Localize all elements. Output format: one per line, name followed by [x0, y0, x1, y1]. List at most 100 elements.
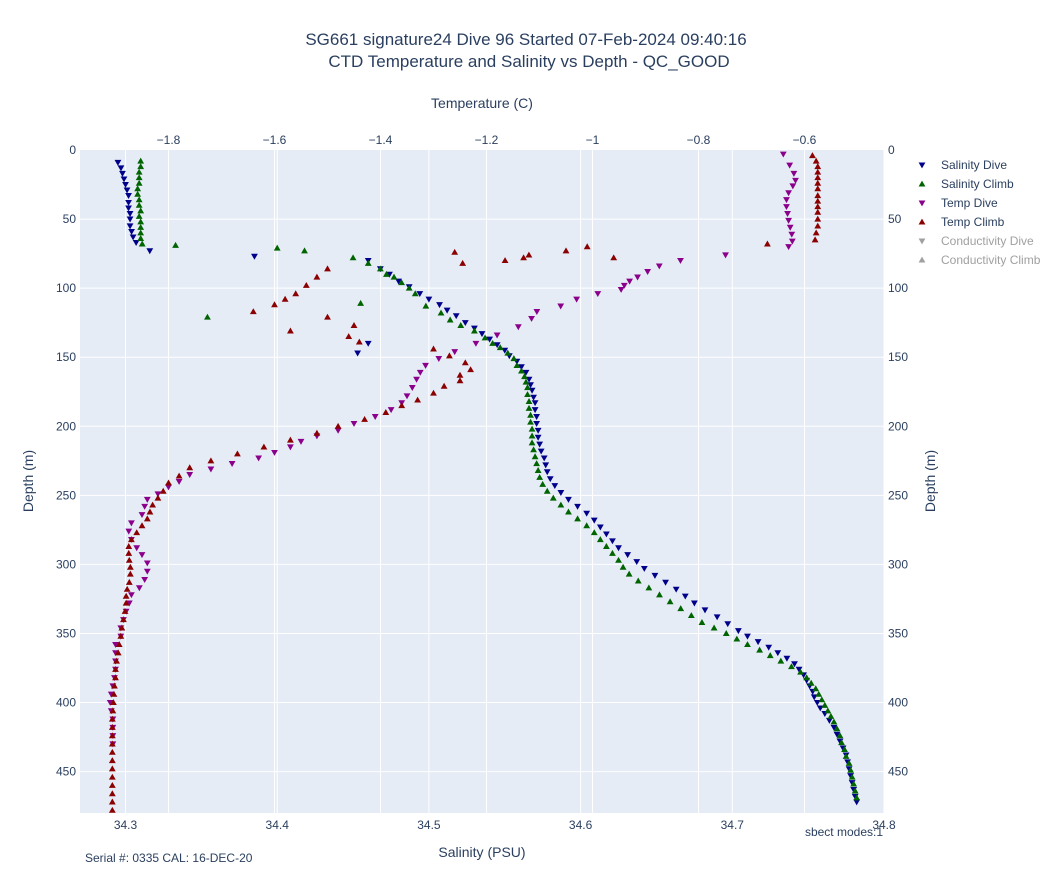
data-point: [809, 152, 816, 159]
depth-tick-left: 450: [56, 765, 76, 779]
data-point: [355, 338, 363, 345]
data-point: [125, 543, 133, 549]
data-point: [135, 168, 143, 175]
data-point: [814, 168, 822, 175]
temperature-tick: −1.6: [263, 133, 287, 147]
depth-tick-left: 150: [56, 350, 76, 364]
data-point: [207, 457, 215, 464]
data-point: [812, 229, 820, 236]
data-point: [357, 299, 365, 306]
data-point: [114, 649, 122, 656]
data-point: [457, 322, 465, 328]
chart-title: SG661 signature24 Dive 96 Started 07-Feb…: [305, 30, 746, 49]
plot-area: [80, 150, 884, 813]
data-point: [640, 565, 648, 572]
grid-lines: [80, 150, 885, 813]
data-point: [814, 222, 822, 229]
data-point: [814, 163, 822, 170]
top-axis-title: Temperature (C): [431, 95, 533, 111]
data-point: [313, 273, 321, 280]
data-point: [361, 415, 369, 422]
data-point: [159, 487, 167, 494]
depth-tick-right: 200: [888, 419, 908, 433]
temperature-tick: −1.2: [475, 133, 499, 147]
data-point: [108, 790, 116, 797]
data-point: [821, 701, 829, 708]
data-point: [573, 296, 581, 303]
data-point: [111, 682, 118, 689]
data-point: [132, 239, 140, 246]
legend-item-salinity-climb[interactable]: Salinity Climb: [918, 177, 1014, 191]
data-point: [853, 794, 861, 801]
data-point: [634, 274, 641, 281]
data-point: [786, 162, 794, 169]
legend-item-conductivity-climb[interactable]: Conductivity Climb: [918, 253, 1041, 267]
data-point: [536, 441, 544, 448]
data-point: [122, 181, 129, 188]
data-point: [260, 443, 268, 450]
data-point: [123, 585, 131, 592]
data-point: [146, 248, 154, 255]
data-point: [733, 635, 741, 642]
legend-item-conductivity-dive[interactable]: Conductivity Dive: [918, 234, 1034, 248]
data-point: [251, 253, 258, 260]
data-point: [135, 179, 143, 186]
data-point: [620, 282, 628, 289]
data-point: [108, 765, 116, 772]
data-point: [390, 273, 398, 280]
data-point: [557, 501, 565, 508]
data-point: [510, 355, 518, 362]
data-point: [847, 766, 855, 773]
data-point: [443, 307, 451, 314]
data-point: [812, 685, 820, 692]
data-point: [108, 781, 116, 788]
data-point: [724, 621, 732, 628]
legend-item-temp-dive[interactable]: Temp Dive: [918, 196, 998, 210]
data-point: [112, 674, 119, 681]
legend: Salinity Dive Salinity Climb Temp Dive Temp…: [918, 158, 1041, 267]
data-point: [537, 448, 545, 455]
depth-tick-left: 400: [56, 696, 76, 710]
data-point: [292, 290, 300, 297]
data-point: [271, 301, 278, 308]
data-point: [451, 349, 459, 356]
data-point: [255, 455, 263, 462]
legend-item-salinity-dive[interactable]: Salinity Dive: [918, 158, 1008, 172]
data-point: [354, 350, 362, 357]
data-point: [710, 624, 718, 631]
depth-tick-left: 50: [63, 212, 77, 226]
data-point: [527, 411, 534, 418]
data-point: [533, 414, 541, 420]
data-point: [496, 344, 504, 351]
depth-tick-right: 450: [888, 765, 908, 779]
data-point: [533, 420, 541, 427]
data-point: [125, 199, 132, 206]
data-point: [713, 614, 721, 621]
legend-item-temp-climb[interactable]: Temp Climb: [918, 215, 1005, 229]
data-point: [125, 578, 133, 585]
salinity-tick: 34.4: [266, 818, 290, 832]
legend-marker: [918, 218, 926, 225]
data-point: [138, 512, 146, 519]
data-point: [662, 579, 669, 586]
data-point: [108, 757, 116, 764]
data-point: [137, 207, 145, 214]
data-point: [411, 290, 419, 297]
data-point: [281, 295, 289, 302]
data-point: [324, 265, 331, 272]
temperature-tick: −1.8: [157, 133, 181, 147]
data-point: [334, 422, 342, 429]
data-point: [764, 240, 771, 247]
data-point: [108, 806, 116, 813]
data-point: [765, 644, 773, 651]
data-point: [766, 652, 774, 659]
data-point: [435, 356, 443, 362]
data-point: [531, 453, 539, 460]
data-point: [135, 174, 143, 181]
data-point: [533, 309, 541, 316]
data-point: [126, 223, 134, 230]
salinity-tick: 34.5: [417, 818, 441, 832]
data-point: [698, 618, 706, 625]
serial-cal-note: Serial #: 0335 CAL: 16-DEC-20: [85, 851, 253, 865]
data-point: [467, 366, 475, 373]
